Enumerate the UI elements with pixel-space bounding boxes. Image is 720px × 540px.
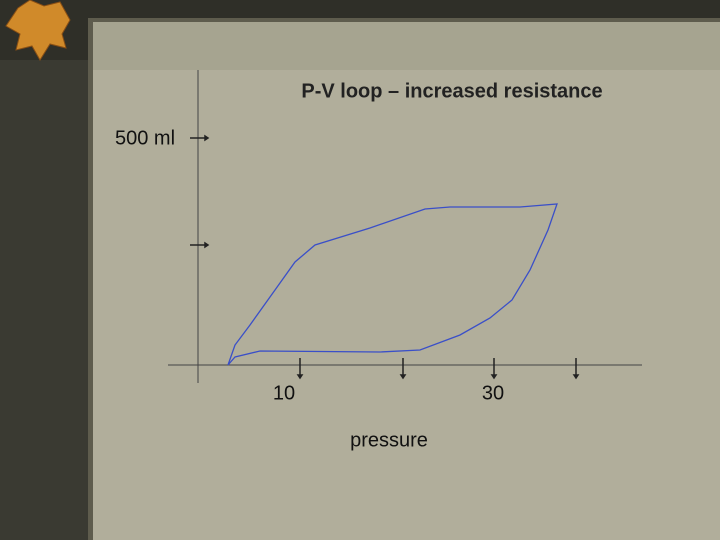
panel-top-texture [93, 22, 720, 70]
x-title: pressure [350, 429, 428, 451]
y-label: 500 ml [115, 127, 175, 149]
x-label: 10 [273, 382, 295, 404]
x-label: 30 [482, 382, 504, 404]
ticks [190, 134, 580, 380]
title: P-V loop – increased resistance [301, 80, 602, 102]
leaf-icon [5, 0, 71, 61]
pv-loop [227, 203, 558, 366]
left-strip [0, 60, 88, 540]
